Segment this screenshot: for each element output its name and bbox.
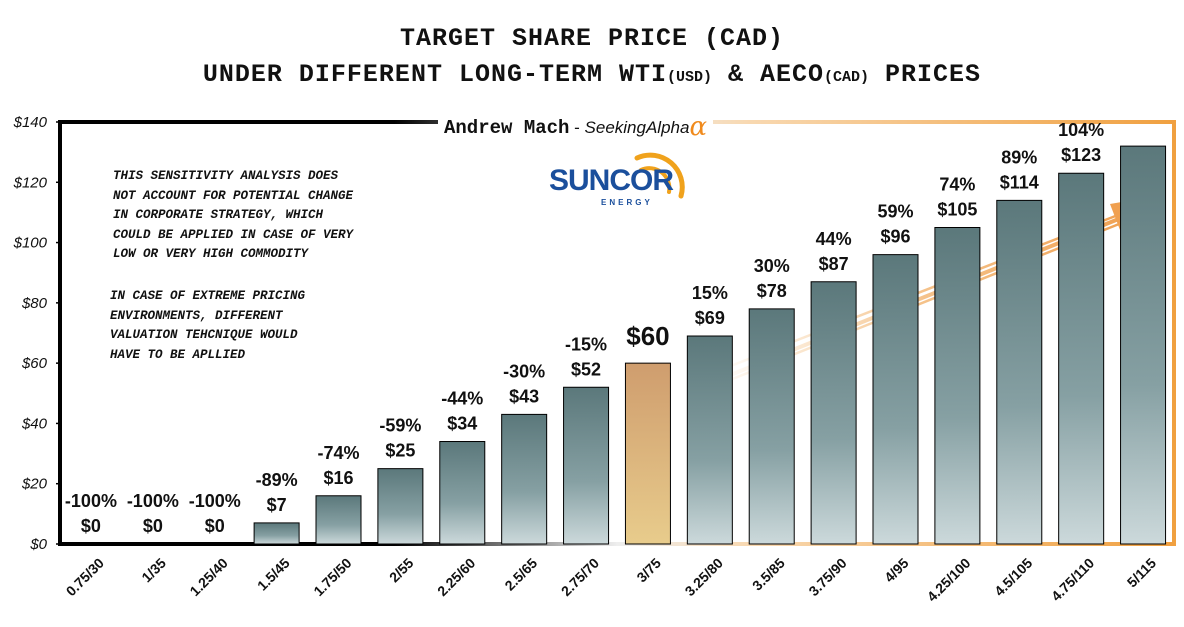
value-label: $0 — [205, 516, 225, 536]
bar-3.75/90 — [810, 281, 857, 545]
pct-label: -100% — [127, 491, 179, 511]
bar-4.25/100 — [934, 227, 981, 545]
pct-label: -44% — [441, 389, 483, 409]
y-tick-label: $80 — [21, 295, 48, 312]
value-label: $0 — [81, 516, 101, 536]
logo-name: SUNCOR — [549, 164, 674, 197]
value-label: $69 — [695, 308, 725, 328]
value-label: $16 — [323, 468, 353, 488]
x-tick-label: 2/55 — [386, 555, 417, 586]
pct-label: -59% — [379, 416, 421, 436]
pct-label: -15% — [565, 334, 607, 354]
pct-label: -100% — [65, 491, 117, 511]
value-label: $105 — [937, 200, 977, 220]
pct-label: 89% — [1001, 147, 1037, 167]
pct-label: -89% — [256, 470, 298, 490]
y-tick-label: $140 — [13, 114, 48, 131]
chart-title-line1: TARGET SHARE PRICE (CAD) — [399, 24, 785, 53]
y-tick-label: $0 — [29, 536, 47, 553]
bar-4.5/105 — [996, 199, 1043, 545]
value-label: $114 — [1000, 172, 1039, 192]
bar-3.5/85 — [748, 308, 795, 545]
x-tick-label: 2.25/60 — [434, 555, 478, 599]
pct-label: 59% — [877, 202, 913, 222]
pct-label: 44% — [816, 229, 852, 249]
pct-label: 15% — [692, 283, 728, 303]
bar-4.75/110 — [1058, 172, 1105, 545]
bar-1.5/45 — [253, 522, 300, 545]
disclaimer-note-2: IN CASE OF EXTREME PRICING ENVIRONMENTS,… — [110, 289, 306, 362]
x-tick-label: 3/75 — [633, 555, 664, 586]
bar-3.25/80 — [686, 335, 733, 545]
value-label: $96 — [880, 227, 910, 247]
y-tick-label: $100 — [13, 235, 48, 252]
pct-label: 74% — [939, 175, 975, 195]
x-tick-label: 1.25/40 — [186, 555, 230, 599]
bar-3/75 — [624, 362, 671, 545]
chart-title-line2: UNDER DIFFERENT LONG-TERM WTI(USD) & AEC… — [202, 60, 982, 89]
value-label: $60 — [626, 321, 669, 351]
y-tick-label: $60 — [21, 355, 48, 372]
value-label: $34 — [447, 414, 477, 434]
value-label: $7 — [267, 495, 287, 515]
y-tick-label: $20 — [21, 476, 48, 493]
y-tick-label: $40 — [21, 415, 48, 432]
bar-2.75/70 — [563, 386, 610, 545]
bar-2/55 — [377, 468, 424, 545]
bar-2.5/65 — [501, 413, 548, 545]
x-tick-label: 3.25/80 — [682, 555, 726, 599]
x-tick-label: 2.75/70 — [558, 555, 602, 599]
alpha-logo-icon: α — [689, 112, 708, 142]
pct-label: 30% — [754, 256, 790, 276]
disclaimer-note-1: THIS SENSITIVITY ANALYSIS DOES NOT ACCOU… — [113, 169, 354, 261]
x-tick-label: 4/95 — [881, 555, 912, 586]
x-tick-label: 1.5/45 — [254, 555, 293, 594]
author-name: Andrew Mach — [444, 117, 570, 139]
x-tick-label: 4.25/100 — [924, 555, 974, 605]
value-label: $43 — [509, 386, 539, 406]
x-tick-label: 4.75/110 — [1048, 555, 1097, 604]
y-tick-label: $120 — [13, 174, 48, 191]
author-byline: Andrew Mach - SeekingAlphaα — [438, 110, 714, 142]
value-label: $52 — [571, 359, 601, 379]
logo-sub: ENERGY — [601, 198, 653, 207]
value-label: $25 — [385, 441, 415, 461]
bar-4/95 — [872, 254, 919, 545]
x-tick-label: 0.75/30 — [63, 555, 107, 599]
x-tick-label: 2.5/65 — [501, 555, 540, 594]
bar-2.25/60 — [439, 441, 486, 545]
value-label: $0 — [143, 516, 163, 536]
suncor-logo: SUNCOR ENERGY — [549, 152, 685, 207]
x-tick-label: 1/35 — [138, 555, 169, 586]
x-tick-label: 4.5/105 — [991, 555, 1035, 599]
x-tick-label: 3.75/90 — [805, 555, 849, 599]
x-tick-label: 3.5/85 — [749, 555, 788, 594]
site-name: SeekingAlpha — [584, 118, 690, 137]
value-label: $87 — [819, 254, 849, 274]
pct-label: 104% — [1058, 120, 1104, 140]
bar-1.75/50 — [315, 495, 362, 545]
pct-label: -74% — [317, 443, 359, 463]
value-label: $78 — [757, 281, 787, 301]
pct-label: -100% — [189, 491, 241, 511]
x-tick-label: 1.75/50 — [310, 555, 354, 599]
pct-label: -30% — [503, 361, 545, 381]
bar-5/115 — [1120, 145, 1167, 545]
x-tick-label: 5/115 — [1124, 555, 1160, 591]
value-label: $123 — [1061, 145, 1101, 165]
